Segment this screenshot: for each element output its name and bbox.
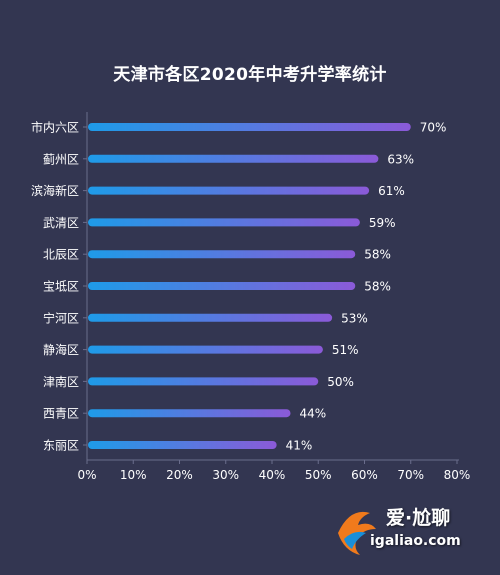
bar: [88, 441, 277, 449]
site-watermark: 爱·尬聊 igaliao.com: [330, 499, 490, 561]
x-tick-label: 10%: [120, 468, 147, 482]
category-label: 静海区: [43, 342, 79, 357]
x-tick-label: 60%: [351, 468, 378, 482]
data-label: 41%: [286, 439, 313, 453]
data-label: 63%: [387, 152, 414, 166]
category-label: 西青区: [43, 407, 79, 421]
x-tick-label: 20%: [166, 468, 193, 482]
bar: [88, 154, 379, 163]
x-tick-label: 0%: [77, 468, 96, 482]
x-tick-label: 30%: [212, 468, 239, 482]
category-label: 滨海新区: [31, 183, 79, 198]
bar: [88, 282, 356, 290]
category-label: 宝坻区: [43, 279, 79, 294]
bar: [88, 345, 323, 354]
data-label: 51%: [332, 343, 359, 357]
data-label: 61%: [378, 184, 405, 198]
category-label: 蓟州区: [43, 152, 79, 166]
category-label: 市内六区: [31, 120, 79, 135]
bar: [88, 186, 370, 195]
category-label: 东丽区: [43, 439, 79, 453]
data-label: 50%: [327, 375, 354, 389]
chart-title: 天津市各区2020年中考升学率统计: [113, 65, 387, 85]
bar: [88, 313, 333, 322]
bar: [88, 409, 291, 418]
x-tick-label: 50%: [305, 468, 332, 482]
bar: [88, 377, 319, 386]
category-label: 宁河区: [43, 310, 79, 325]
category-label: 津南区: [43, 374, 79, 389]
bar: [88, 250, 356, 259]
data-label: 58%: [364, 280, 391, 294]
watermark-site: igaliao.com: [370, 533, 461, 549]
watermark-logo-icon: [338, 511, 376, 555]
x-tick-label: 80%: [444, 468, 471, 482]
x-tick-label: 40%: [259, 468, 286, 482]
category-label: 武清区: [43, 216, 79, 230]
bar: [88, 123, 411, 131]
data-label: 70%: [420, 121, 447, 135]
data-label: 58%: [364, 248, 391, 262]
data-label: 44%: [300, 407, 327, 421]
bar: [88, 218, 360, 227]
data-label: 53%: [341, 311, 368, 325]
category-label: 北辰区: [43, 248, 79, 262]
watermark-brand: 爱·尬聊: [386, 507, 451, 529]
x-tick-label: 70%: [397, 468, 424, 482]
data-label: 59%: [369, 216, 396, 230]
